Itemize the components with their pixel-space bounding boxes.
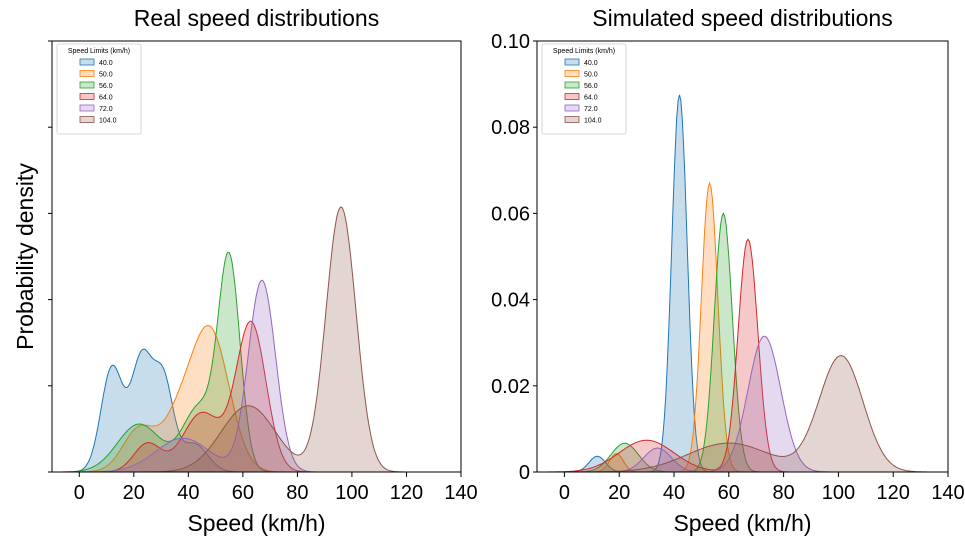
real-x-axis-label: Speed (km/h) xyxy=(187,510,325,536)
legend-label-104-0: 104.0 xyxy=(584,118,602,125)
legend-swatch-50-0 xyxy=(564,70,580,77)
legend-swatch-72-0 xyxy=(79,104,95,112)
legend-swatch-56-0 xyxy=(79,81,95,89)
x-tick-label: 140 xyxy=(931,482,964,504)
x-tick-label: 120 xyxy=(390,482,423,504)
legend-swatch-104-0 xyxy=(564,116,580,123)
x-tick-label: 20 xyxy=(608,482,630,504)
legend-label-64-0: 64.0 xyxy=(584,95,598,102)
legend-label-40-0: 40.0 xyxy=(99,60,113,67)
x-tick-label: 120 xyxy=(877,482,910,504)
x-tick-label: 0 xyxy=(74,482,85,504)
density-104-0-area xyxy=(548,355,937,473)
legend-title: Speed Limits (km/h) xyxy=(553,48,615,55)
legend-label-50-0: 50.0 xyxy=(584,72,598,79)
x-tick-label: 40 xyxy=(177,482,199,504)
x-tick-label: 140 xyxy=(444,482,477,504)
y-axis-label: Probability density xyxy=(12,163,38,350)
legend-label-64-0: 64.0 xyxy=(99,95,113,102)
y-tick-label: 0.04 xyxy=(491,290,530,312)
x-tick-label: 80 xyxy=(772,482,794,504)
legend-swatch-50-0 xyxy=(79,70,95,77)
x-tick-label: 0 xyxy=(559,482,570,504)
x-tick-label: 20 xyxy=(123,482,145,504)
legend-box xyxy=(541,43,627,135)
legend-swatch-104-0 xyxy=(79,116,95,123)
legend-swatch-40-0 xyxy=(79,58,95,66)
legend-title: Speed Limits (km/h) xyxy=(68,48,130,55)
simulated-chart-title: Simulated speed distributions xyxy=(592,5,892,31)
real-chart-title: Real speed distributions xyxy=(134,5,379,31)
legend-label-72-0: 72.0 xyxy=(584,106,598,113)
legend-label-56-0: 56.0 xyxy=(99,83,113,90)
simulated-y-ticks: 0 0.02 0.04 0.06 0.08 0.10 xyxy=(491,31,537,484)
x-tick-label: 60 xyxy=(232,482,254,504)
legend-swatch-64-0 xyxy=(564,93,580,100)
legend-label-72-0: 72.0 xyxy=(99,106,113,113)
legend-label-40-0: 40.0 xyxy=(584,60,598,67)
legend-swatch-40-0 xyxy=(564,58,580,66)
real-y-ticks xyxy=(48,40,52,473)
y-tick-label: 0.10 xyxy=(491,31,530,53)
real-x-ticks: 0 20 40 60 80 100 120 140 xyxy=(74,472,478,504)
y-tick-label: 0.08 xyxy=(491,117,530,139)
x-tick-label: 100 xyxy=(335,482,368,504)
legend-box xyxy=(56,43,142,135)
y-tick-label: 0.02 xyxy=(491,376,530,398)
simulated-plot-frame xyxy=(536,40,949,473)
real-legend: Speed Limits (km/h) 40.0 50.0 56.0 64.0 72.0 1… xyxy=(56,43,142,135)
real-density-areas xyxy=(62,206,451,473)
x-tick-label: 60 xyxy=(718,482,740,504)
legend-label-50-0: 50.0 xyxy=(99,72,113,79)
simulated-x-axis-label: Speed (km/h) xyxy=(673,510,811,536)
x-tick-label: 40 xyxy=(663,482,685,504)
legend-swatch-64-0 xyxy=(79,93,95,100)
x-tick-label: 100 xyxy=(822,482,855,504)
legend-swatch-56-0 xyxy=(564,81,580,89)
simulated-x-ticks: 0 20 40 60 80 100 120 140 xyxy=(559,472,965,504)
real-plot-frame xyxy=(51,40,462,473)
legend-label-104-0: 104.0 xyxy=(99,118,117,125)
simulated-legend: Speed Limits (km/h) 40.0 50.0 56.0 64.0 72.0 1… xyxy=(541,43,627,135)
y-tick-label: 0 xyxy=(519,462,530,484)
simulated-density-areas xyxy=(547,94,937,473)
legend-swatch-72-0 xyxy=(564,104,580,112)
simulated-speed-panel: Simulated speed distributions Speed (km/… xyxy=(491,5,965,536)
x-tick-label: 80 xyxy=(286,482,308,504)
legend-label-56-0: 56.0 xyxy=(584,83,598,90)
y-tick-label: 0.06 xyxy=(491,203,530,225)
real-speed-panel: Real speed distributions Speed (km/h) Pr… xyxy=(12,5,478,536)
